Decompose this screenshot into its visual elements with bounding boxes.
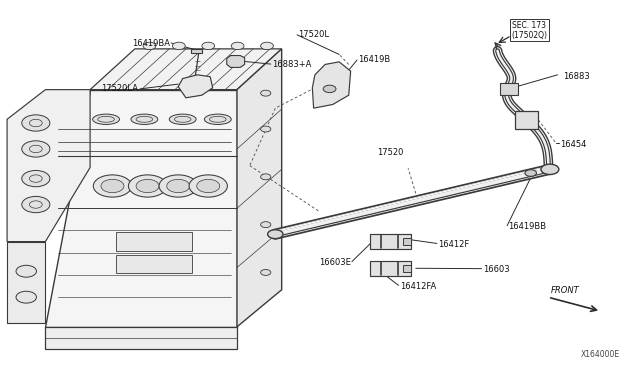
- Circle shape: [159, 175, 197, 197]
- Ellipse shape: [170, 114, 196, 125]
- Polygon shape: [312, 62, 351, 108]
- Circle shape: [101, 179, 124, 193]
- Polygon shape: [178, 75, 212, 98]
- Circle shape: [202, 42, 214, 49]
- Text: 16412FA: 16412FA: [400, 282, 436, 291]
- Circle shape: [22, 115, 50, 131]
- Circle shape: [22, 196, 50, 213]
- Polygon shape: [45, 90, 237, 327]
- Circle shape: [167, 179, 189, 193]
- Text: 16419B: 16419B: [358, 55, 390, 64]
- FancyBboxPatch shape: [370, 261, 411, 276]
- Circle shape: [189, 175, 227, 197]
- Circle shape: [196, 179, 220, 193]
- Circle shape: [260, 174, 271, 180]
- Circle shape: [22, 141, 50, 157]
- Circle shape: [173, 42, 185, 49]
- Text: 16883+A: 16883+A: [272, 60, 312, 69]
- Circle shape: [260, 222, 271, 228]
- Text: 17520L: 17520L: [298, 30, 329, 39]
- Circle shape: [16, 265, 36, 277]
- Text: 16883: 16883: [563, 72, 589, 81]
- Circle shape: [16, 291, 36, 303]
- Circle shape: [541, 164, 559, 174]
- Text: X164000E: X164000E: [581, 350, 620, 359]
- Text: 16603: 16603: [483, 265, 509, 274]
- Circle shape: [525, 170, 536, 176]
- Circle shape: [136, 179, 159, 193]
- Polygon shape: [227, 55, 244, 67]
- Circle shape: [268, 230, 283, 238]
- Ellipse shape: [93, 114, 120, 125]
- Text: 16412F: 16412F: [438, 240, 469, 249]
- FancyBboxPatch shape: [515, 111, 538, 129]
- Ellipse shape: [131, 114, 158, 125]
- FancyBboxPatch shape: [403, 264, 411, 272]
- Circle shape: [260, 42, 273, 49]
- Text: 17520LA: 17520LA: [101, 84, 138, 93]
- Text: 16419BB: 16419BB: [508, 222, 547, 231]
- FancyBboxPatch shape: [370, 234, 411, 249]
- Polygon shape: [7, 241, 45, 323]
- Circle shape: [143, 42, 156, 49]
- Text: 17520: 17520: [377, 148, 403, 157]
- Circle shape: [22, 170, 50, 187]
- FancyBboxPatch shape: [116, 232, 192, 251]
- Circle shape: [260, 90, 271, 96]
- FancyBboxPatch shape: [500, 83, 518, 95]
- Ellipse shape: [204, 114, 231, 125]
- FancyBboxPatch shape: [191, 48, 202, 53]
- FancyBboxPatch shape: [116, 254, 192, 273]
- Circle shape: [129, 175, 167, 197]
- Text: 16419BA: 16419BA: [132, 39, 170, 48]
- Polygon shape: [90, 49, 282, 90]
- Polygon shape: [45, 327, 237, 349]
- Circle shape: [93, 175, 132, 197]
- Polygon shape: [7, 90, 90, 241]
- Text: 16454: 16454: [560, 140, 586, 149]
- Circle shape: [260, 269, 271, 275]
- Text: SEC. 173
(17502Q): SEC. 173 (17502Q): [511, 20, 548, 40]
- Circle shape: [231, 42, 244, 49]
- FancyBboxPatch shape: [403, 238, 411, 245]
- Circle shape: [260, 126, 271, 132]
- Text: 16603E: 16603E: [319, 258, 351, 267]
- Polygon shape: [237, 49, 282, 327]
- Circle shape: [323, 85, 336, 93]
- Text: FRONT: FRONT: [551, 286, 580, 295]
